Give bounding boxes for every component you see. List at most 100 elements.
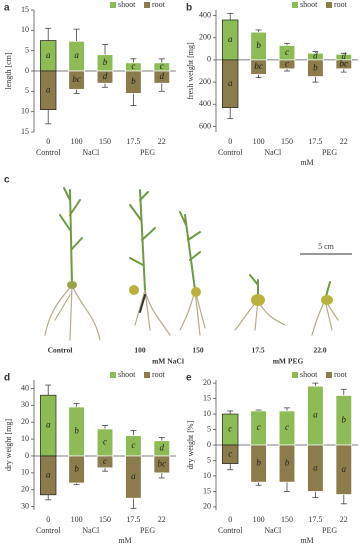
group-label: NaCl bbox=[264, 526, 282, 535]
legend-swatch bbox=[326, 372, 332, 378]
significance-letter: c bbox=[257, 422, 261, 432]
significance-letter: a bbox=[131, 471, 136, 481]
significance-letter: bc bbox=[340, 58, 349, 68]
significance-letter: b bbox=[285, 458, 290, 468]
significance-letter: d bbox=[313, 51, 318, 61]
bar bbox=[335, 59, 352, 70]
y-axis-label: length [cm] bbox=[4, 52, 13, 89]
y-tick-label: 20 bbox=[203, 378, 211, 387]
y-tick-label: 15 bbox=[21, 127, 29, 136]
x-tick-label: 150 bbox=[281, 515, 293, 524]
significance-letter: a bbox=[74, 50, 79, 60]
group-label: NaCl bbox=[82, 148, 100, 157]
x-tick-label: 0 bbox=[228, 137, 232, 146]
legend-label: root bbox=[152, 370, 166, 379]
photo-label: 150 bbox=[192, 346, 204, 355]
y-tick-label: 0 bbox=[207, 440, 211, 449]
bar bbox=[40, 455, 57, 496]
bar bbox=[153, 70, 170, 84]
plants bbox=[44, 187, 339, 341]
legend-label: root bbox=[334, 370, 348, 379]
y-tick-label: 10 bbox=[21, 106, 29, 115]
legend-label: shoot bbox=[300, 370, 318, 379]
significance-letter: a bbox=[46, 84, 51, 94]
photo-group: mM NaCl bbox=[152, 357, 184, 366]
photo-label: 22.0 bbox=[313, 346, 326, 355]
group-label: Control bbox=[218, 526, 243, 535]
significance-letter: bc bbox=[254, 61, 263, 71]
panel-letter: d bbox=[4, 373, 10, 384]
y-tick-label: 15 bbox=[203, 486, 211, 495]
y-tick-label: 10 bbox=[21, 434, 29, 443]
significance-letter: d bbox=[160, 442, 165, 452]
legend-label: shoot bbox=[300, 0, 318, 9]
significance-letter: c bbox=[103, 456, 107, 466]
y-tick-label: 200 bbox=[199, 33, 211, 42]
x-tick-label: 0 bbox=[228, 515, 232, 524]
significance-letter: b bbox=[74, 464, 79, 474]
significance-letter: c bbox=[285, 47, 289, 57]
bar bbox=[250, 444, 267, 483]
significance-letter: b bbox=[256, 458, 261, 468]
x-tick-label: 17.5 bbox=[126, 515, 140, 524]
y-axis-label: fresh weight [mg] bbox=[186, 42, 195, 100]
y-tick-label: 5 bbox=[25, 86, 29, 95]
bar bbox=[222, 444, 239, 464]
legend-label: shoot bbox=[118, 370, 136, 379]
legend-swatch bbox=[110, 2, 116, 8]
legend-label: root bbox=[334, 0, 348, 9]
x-tick-label: 17.5 bbox=[308, 137, 322, 146]
panel-letter: b bbox=[186, 3, 192, 14]
y-tick-label: 10 bbox=[203, 409, 211, 418]
group-label: PEG bbox=[322, 148, 337, 157]
x-tick-label: 100 bbox=[253, 515, 265, 524]
y-tick-label: 10 bbox=[21, 25, 29, 34]
group-label: Control bbox=[36, 148, 61, 157]
x-tick-label: 17.5 bbox=[308, 515, 322, 524]
y-tick-label: 30 bbox=[21, 501, 29, 510]
legend-swatch bbox=[292, 372, 298, 378]
legend-label: shoot bbox=[118, 0, 136, 9]
bar bbox=[278, 444, 296, 483]
legend-swatch bbox=[292, 2, 298, 8]
x-axis-label: mM bbox=[300, 158, 313, 167]
x-tick-label: 150 bbox=[99, 515, 111, 524]
significance-letter: b bbox=[131, 76, 136, 86]
y-tick-label: 400 bbox=[199, 99, 211, 108]
bar bbox=[278, 59, 296, 70]
y-tick-label: 0 bbox=[207, 55, 211, 64]
group-label: Control bbox=[218, 148, 243, 157]
bar bbox=[68, 70, 85, 90]
significance-letter: c bbox=[103, 437, 107, 447]
photo-label: 17.5 bbox=[251, 346, 264, 355]
bar bbox=[96, 455, 114, 469]
significance-letter: d bbox=[160, 71, 165, 81]
y-tick-label: 0 bbox=[25, 451, 29, 460]
significance-letter: a bbox=[313, 410, 318, 420]
significance-letter: c bbox=[285, 58, 289, 68]
photo-label: Control bbox=[48, 346, 73, 355]
x-tick-label: 100 bbox=[253, 137, 265, 146]
significance-letter: c bbox=[131, 440, 135, 450]
x-axis-label: mM bbox=[300, 536, 313, 545]
y-tick-label: 5 bbox=[25, 45, 29, 54]
bar bbox=[125, 70, 142, 94]
x-tick-label: 22 bbox=[158, 137, 166, 146]
x-tick-label: 100 bbox=[71, 137, 83, 146]
x-tick-label: 22 bbox=[340, 137, 348, 146]
significance-letter: c bbox=[131, 61, 135, 71]
y-tick-label: 20 bbox=[21, 417, 29, 426]
y-tick-label: 15 bbox=[203, 393, 211, 402]
significance-letter: b bbox=[342, 414, 347, 424]
bar bbox=[125, 455, 142, 499]
group-label: Control bbox=[36, 526, 61, 535]
x-tick-label: 17.5 bbox=[126, 137, 140, 146]
significance-letter: b bbox=[74, 426, 79, 436]
bar bbox=[307, 444, 324, 492]
y-tick-label: 5 bbox=[207, 455, 211, 464]
legend-swatch bbox=[144, 2, 150, 8]
significance-letter: a bbox=[313, 462, 318, 472]
significance-letter: c bbox=[228, 448, 232, 458]
significance-letter: b bbox=[103, 57, 108, 67]
x-tick-label: 100 bbox=[71, 515, 83, 524]
